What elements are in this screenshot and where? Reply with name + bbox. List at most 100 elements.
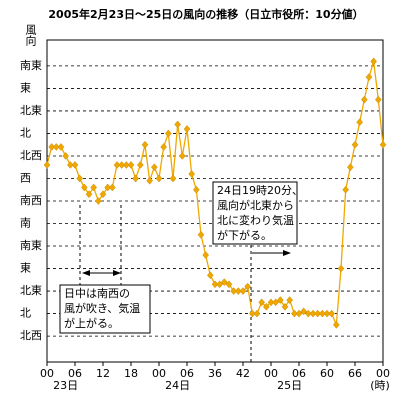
data-point	[183, 125, 191, 133]
annotation-box	[212, 181, 298, 245]
y-tick-label: 北東	[20, 284, 42, 297]
data-point	[95, 197, 102, 205]
x-tick-label: 00	[264, 367, 278, 380]
data-point	[295, 309, 303, 318]
data-point	[328, 309, 335, 318]
data-point	[62, 152, 69, 160]
x-tick-label: 06	[68, 367, 82, 380]
y-tick-label: 南東	[20, 239, 42, 252]
data-point	[319, 309, 326, 318]
y-tick-label: 南西	[20, 194, 42, 207]
annotation-text: が上がる。	[64, 316, 119, 330]
data-point	[146, 176, 153, 185]
chart-title: 2005年2月23日～25日の風向の推移（日立市役所：10分値）	[48, 7, 363, 21]
annotation-text: 24日19時20分、	[217, 184, 303, 197]
data-point	[356, 118, 363, 127]
y-tick-label: 西	[20, 171, 31, 184]
x-tick-label: 36	[208, 367, 222, 380]
data-point	[48, 143, 55, 151]
data-point	[71, 161, 79, 169]
data-point	[361, 95, 368, 104]
data-point	[137, 161, 144, 169]
data-point	[104, 183, 111, 192]
annotation-text: 日中は南西の	[64, 287, 130, 300]
y-tick-label: 南東	[20, 59, 42, 72]
data-point	[179, 152, 186, 160]
data-point	[81, 183, 88, 192]
data-point	[253, 309, 261, 318]
data-point	[230, 287, 237, 295]
data-point	[263, 302, 270, 311]
data-point	[235, 287, 242, 295]
data-point	[151, 163, 158, 172]
x-tick-label: 06	[292, 367, 306, 380]
data-point	[351, 140, 359, 149]
data-point	[188, 170, 195, 178]
data-point	[174, 120, 181, 129]
data-point	[155, 174, 163, 183]
x-group-label: 23日	[53, 379, 78, 392]
data-point	[85, 190, 93, 199]
data-point	[113, 161, 121, 169]
x-tick-label: 00	[376, 367, 390, 380]
data-point	[211, 280, 219, 289]
data-point	[286, 296, 293, 304]
y-tick-label: 北西	[20, 149, 42, 162]
x-group-label: 24日	[165, 379, 190, 392]
data-point	[370, 57, 377, 66]
y-tick-label: 東	[20, 81, 31, 94]
data-point	[193, 185, 200, 194]
data-point	[127, 161, 135, 169]
x-group-label: 25日	[277, 379, 302, 392]
x-tick-label: 00	[40, 367, 54, 380]
data-point	[323, 309, 331, 318]
data-point	[305, 309, 312, 318]
data-point	[300, 307, 307, 316]
data-point	[379, 140, 387, 149]
data-point	[267, 298, 275, 307]
annotation-text: 北に変わり気温	[217, 213, 294, 227]
y-tick-label: 北東	[20, 104, 42, 117]
data-point	[57, 143, 65, 151]
y-tick-label: 北	[20, 126, 31, 139]
data-point	[118, 161, 125, 169]
data-point	[53, 143, 60, 151]
data-point	[221, 278, 228, 286]
data-point	[123, 161, 130, 169]
data-point	[169, 174, 177, 183]
data-point	[244, 282, 251, 291]
data-point	[207, 271, 214, 280]
x-axis-label: (時)	[370, 379, 390, 392]
annotation-text: 風が吹き、気温	[64, 301, 140, 315]
y-axis-label: 風向	[24, 24, 37, 46]
data-point	[342, 185, 349, 194]
data-point	[258, 298, 265, 307]
y-tick-label: 東	[20, 262, 31, 275]
x-tick-label: 12	[96, 367, 110, 380]
y-tick-label: 北西	[20, 329, 42, 342]
data-point	[160, 143, 167, 151]
y-tick-label: 北	[20, 307, 31, 320]
data-point	[132, 174, 139, 183]
data-point	[109, 183, 116, 192]
data-point	[277, 296, 284, 304]
data-point	[141, 140, 149, 149]
data-point	[291, 309, 298, 318]
annotation-text: が下がる。	[217, 228, 272, 242]
x-tick-label: 00	[152, 367, 166, 380]
data-point	[281, 302, 289, 311]
data-point	[202, 251, 209, 259]
annotation-box	[59, 284, 151, 334]
x-tick-label: 42	[236, 367, 250, 380]
data-point	[165, 129, 172, 138]
x-tick-label: 06	[180, 367, 194, 380]
data-point	[375, 95, 382, 104]
data-point	[197, 230, 205, 239]
y-tick-label: 南	[20, 217, 31, 230]
data-point	[216, 280, 223, 289]
data-point	[309, 309, 317, 318]
data-point	[99, 190, 107, 199]
data-point	[76, 174, 83, 183]
x-tick-label: 60	[320, 367, 334, 380]
